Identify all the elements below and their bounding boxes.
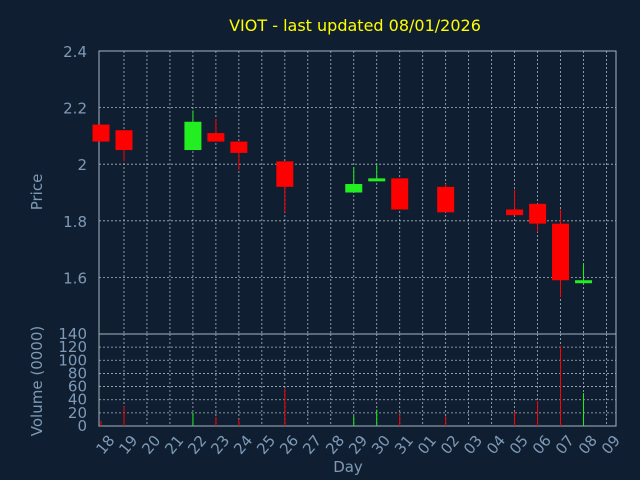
x-tick-label: 31 xyxy=(391,432,417,458)
x-tick-label: 19 xyxy=(115,432,141,458)
price-tick-label: 1.6 xyxy=(63,269,87,287)
x-tick-label: 05 xyxy=(506,432,532,458)
x-tick-label: 03 xyxy=(460,432,486,458)
candle-body xyxy=(437,186,455,213)
candle-body xyxy=(345,184,363,193)
x-tick-label: 02 xyxy=(437,432,463,458)
x-tick-label: 09 xyxy=(598,432,624,458)
volume-tick-label: 40 xyxy=(68,391,87,409)
price-tick-label: 2 xyxy=(77,156,87,174)
volume-tick-label: 120 xyxy=(58,338,87,356)
x-tick-label: 01 xyxy=(414,432,440,458)
volume-tick-label: 20 xyxy=(68,404,87,422)
volume-tick-label: 60 xyxy=(68,378,87,396)
x-tick-label: 18 xyxy=(92,432,118,458)
volume-axis-label: Volume (0000) xyxy=(28,326,46,436)
x-tick-label: 08 xyxy=(575,432,601,458)
candle-body xyxy=(92,124,110,142)
x-tick-label: 22 xyxy=(184,432,210,458)
x-tick-label: 06 xyxy=(529,432,555,458)
x-tick-label: 25 xyxy=(253,432,279,458)
candle-body xyxy=(230,141,248,153)
price-tick-label: 2.2 xyxy=(63,100,87,118)
x-tick-label: 26 xyxy=(276,432,302,458)
x-tick-label: 30 xyxy=(368,432,394,458)
price-tick-label: 2.4 xyxy=(63,43,87,61)
x-tick-label: 28 xyxy=(322,432,348,458)
candle-body xyxy=(184,121,202,151)
candle-body xyxy=(506,209,524,216)
x-tick-label: 21 xyxy=(161,432,187,458)
x-axis-label: Day xyxy=(333,458,363,476)
candle-body xyxy=(207,133,225,142)
candle-body xyxy=(529,203,547,224)
price-axis-label: Price xyxy=(28,174,46,211)
volume-tick-label: 100 xyxy=(58,351,87,369)
x-tick-label: 27 xyxy=(299,432,325,458)
candle-body xyxy=(276,161,294,187)
volume-tick-label: 0 xyxy=(77,417,87,435)
x-tick-label: 20 xyxy=(138,432,164,458)
price-panel: 1.6 1.8 2 2.2 2.4 xyxy=(63,43,617,335)
candle-body xyxy=(575,280,593,284)
price-tick-label: 1.8 xyxy=(63,213,87,231)
candle-body xyxy=(391,178,409,210)
x-tick-labels: 1819202122232425262728293031010203040506… xyxy=(92,432,624,458)
chart-title: VIOT - last updated 08/01/2026 xyxy=(229,16,481,35)
volume-plot-frame xyxy=(98,333,617,427)
x-tick-label: 07 xyxy=(552,432,578,458)
x-tick-label: 04 xyxy=(483,432,509,458)
x-tick-label: 23 xyxy=(207,432,233,458)
x-tick-label: 24 xyxy=(230,432,256,458)
candle-body xyxy=(115,130,133,151)
volume-tick-label: 80 xyxy=(68,364,87,382)
candle-body xyxy=(552,223,570,281)
x-tick-label: 29 xyxy=(345,432,371,458)
candle-body xyxy=(368,178,386,182)
volume-tick-label: 140 xyxy=(58,325,87,343)
